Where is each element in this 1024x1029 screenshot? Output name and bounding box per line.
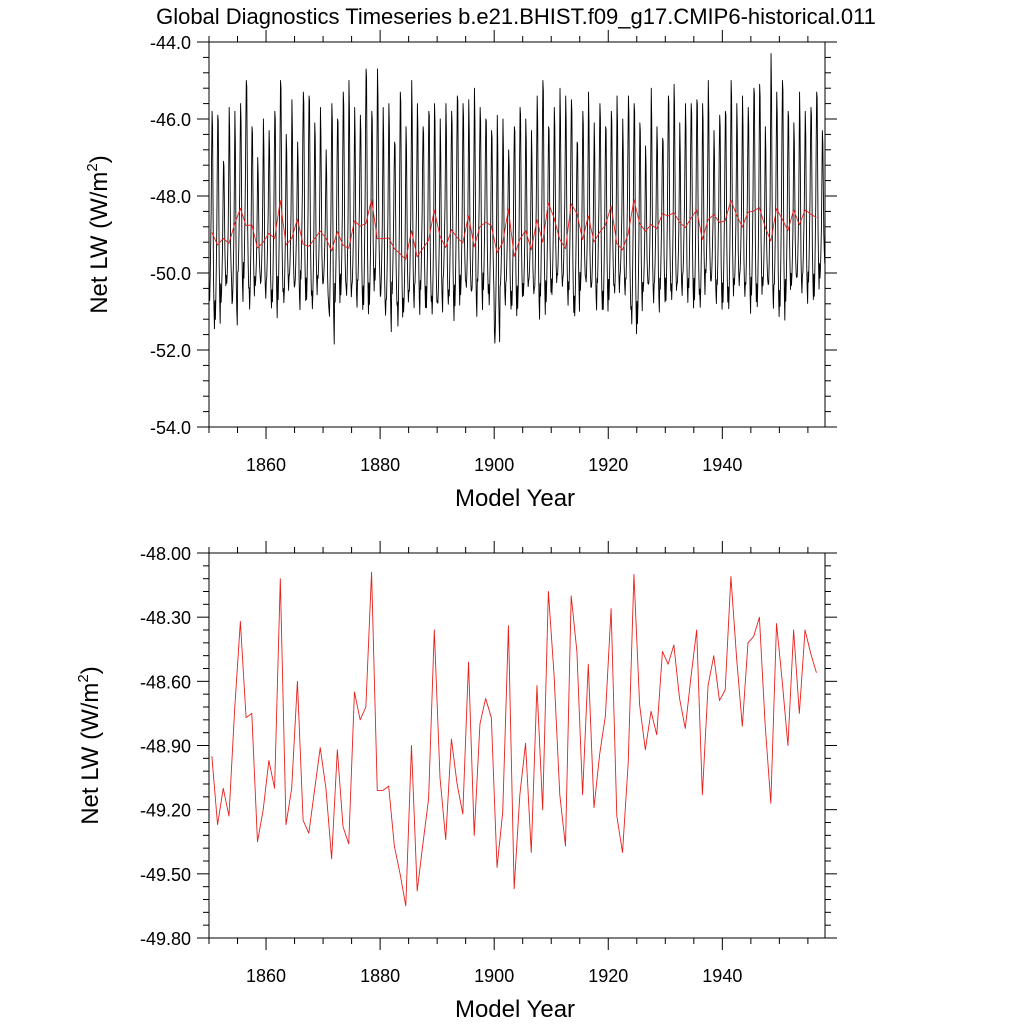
x-tick-label: 1940 bbox=[702, 966, 742, 986]
y-tick-label: -52.0 bbox=[150, 341, 191, 361]
x-axis-title: Model Year bbox=[455, 485, 575, 512]
y-axis-title-text: Net LW (W/m bbox=[86, 172, 113, 314]
x-tick-label: 1900 bbox=[474, 966, 514, 986]
y-tick-label: -49.50 bbox=[140, 865, 191, 885]
y-tick-label: -48.00 bbox=[140, 544, 191, 564]
x-tick-label: 1920 bbox=[588, 455, 628, 475]
y-axis-title: Net LW (W/m2) bbox=[84, 155, 113, 314]
x-tick-label: 1860 bbox=[246, 455, 286, 475]
y-tick-label: -48.0 bbox=[150, 187, 191, 207]
y-tick-label: -49.80 bbox=[140, 929, 191, 949]
x-tick-label: 1880 bbox=[360, 966, 400, 986]
y-tick-label: -50.0 bbox=[150, 264, 191, 284]
y-tick-label: -49.20 bbox=[140, 801, 191, 821]
series-line-annual bbox=[211, 571, 817, 907]
series-line-annual bbox=[211, 199, 817, 260]
y-axis-title-close: ) bbox=[86, 155, 113, 163]
y-tick-label: -44.0 bbox=[150, 33, 191, 53]
y-tick-label: -54.0 bbox=[150, 418, 191, 438]
x-tick-label: 1940 bbox=[702, 455, 742, 475]
y-axis-title-close: ) bbox=[77, 666, 104, 674]
chart-monthly-and-annual-net-lw: -54.0 -52.0 -50.0 -48.0 -46.0 -44.0 1860 1880 19… bbox=[84, 30, 837, 512]
y-axis-title-superscript: 2 bbox=[75, 674, 92, 682]
x-axis-title: Model Year bbox=[455, 996, 575, 1023]
y-axis-title: Net LW (W/m2) bbox=[75, 666, 104, 825]
series-line-monthly bbox=[208, 53, 826, 345]
x-tick-label: 1900 bbox=[474, 455, 514, 475]
x-tick-label: 1920 bbox=[588, 966, 628, 986]
figure-title: Global Diagnostics Timeseries b.e21.BHIS… bbox=[156, 4, 876, 29]
plot-frame bbox=[208, 552, 826, 939]
y-tick-label: -46.0 bbox=[150, 110, 191, 130]
x-tick-label: 1880 bbox=[360, 455, 400, 475]
chart-annual-net-lw: -49.80 -49.50 -49.20 -48.90 -48.60 -48.30 -48.… bbox=[75, 541, 837, 1023]
y-tick-label: -48.60 bbox=[140, 672, 191, 692]
x-tick-label: 1860 bbox=[246, 966, 286, 986]
y-tick-label: -48.90 bbox=[140, 737, 191, 757]
y-axis-title-text: Net LW (W/m bbox=[77, 683, 104, 825]
plot-frame bbox=[208, 41, 826, 428]
y-tick-label: -48.30 bbox=[140, 608, 191, 628]
y-axis-title-superscript: 2 bbox=[84, 163, 101, 171]
